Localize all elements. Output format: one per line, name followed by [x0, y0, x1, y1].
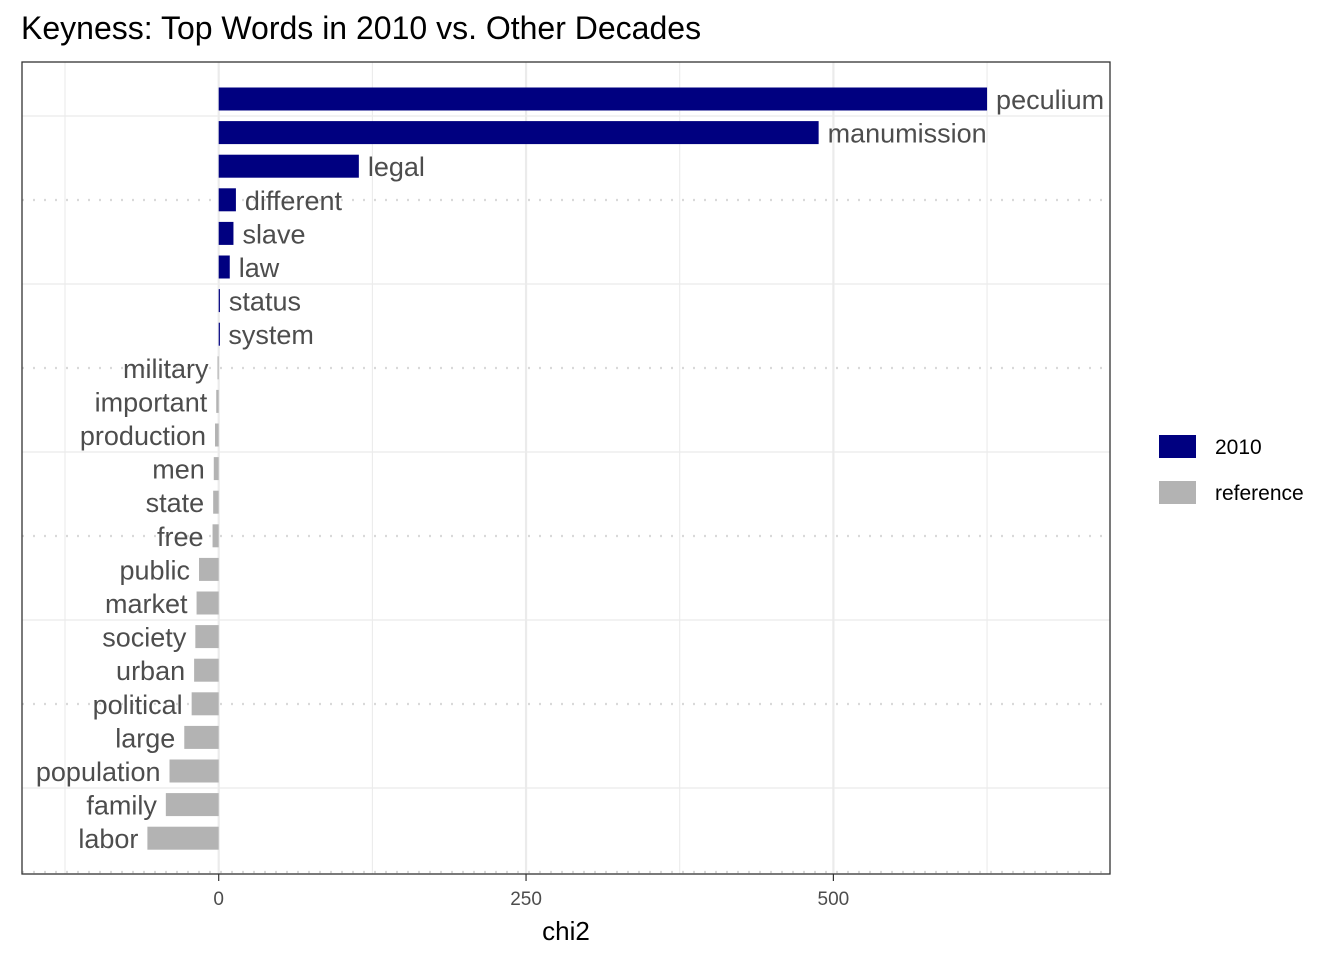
bar-law	[218, 255, 230, 279]
chart-title: Keyness: Top Words in 2010 vs. Other Dec…	[21, 10, 701, 46]
bar-important	[216, 389, 219, 413]
bar-urban	[194, 658, 219, 682]
bar-men	[213, 457, 219, 481]
bar-label-military: military	[123, 354, 209, 384]
bar-label-peculium: peculium	[996, 85, 1104, 115]
bar-label-production: production	[80, 421, 206, 451]
x-tick-label: 0	[213, 889, 224, 910]
bar-label-manumission: manumission	[828, 119, 987, 149]
plot-panel-border	[21, 61, 1111, 875]
legend-swatch-2010	[1159, 435, 1196, 458]
bar-society	[195, 625, 219, 649]
bars	[147, 87, 988, 850]
bar-label-state: state	[146, 488, 205, 518]
x-axis-title: chi2	[542, 916, 590, 946]
bar-military	[217, 356, 219, 380]
bar-label-large: large	[115, 723, 175, 753]
bar-label-society: society	[102, 623, 187, 653]
bar-label-important: important	[95, 387, 208, 417]
bar-production	[215, 423, 219, 447]
bar-labor	[147, 826, 219, 850]
x-axis: 0 250 500	[213, 874, 849, 910]
bar-large	[184, 725, 219, 749]
legend-label-reference: reference	[1215, 482, 1304, 505]
bar-label-political: political	[93, 690, 183, 720]
x-tick-label: 250	[510, 889, 542, 910]
grid-lines	[22, 62, 1110, 874]
bar-label-legal: legal	[368, 152, 425, 182]
legend: 2010 reference	[1159, 435, 1304, 505]
bar-label-public: public	[119, 555, 190, 585]
legend-label-2010: 2010	[1215, 436, 1262, 459]
bar-label-slave: slave	[242, 219, 305, 249]
bar-manumission	[218, 121, 819, 145]
bar-label-different: different	[245, 186, 343, 216]
bar-label-free: free	[157, 522, 204, 552]
bar-peculium	[218, 87, 988, 111]
bar-free	[212, 524, 219, 548]
bar-label-labor: labor	[78, 824, 138, 854]
bar-label-system: system	[228, 320, 314, 350]
bar-political	[191, 692, 219, 716]
bar-label-men: men	[152, 455, 205, 485]
bar-label-status: status	[229, 287, 301, 317]
bar-population	[169, 759, 219, 783]
bar-legal	[218, 154, 359, 178]
bar-family	[165, 793, 219, 817]
x-tick-label: 500	[818, 889, 850, 910]
bar-public	[199, 557, 219, 581]
bar-market	[196, 591, 219, 615]
bar-label-law: law	[239, 253, 280, 283]
bar-slave	[218, 221, 234, 245]
legend-swatch-reference	[1159, 481, 1196, 504]
bar-different	[218, 188, 236, 212]
bar-label-urban: urban	[116, 656, 185, 686]
bar-status	[218, 289, 220, 313]
bar-label-family: family	[86, 791, 157, 821]
bar-label-population: population	[36, 757, 161, 787]
bar-state	[213, 490, 219, 514]
bar-system	[218, 322, 220, 346]
bar-label-market: market	[105, 589, 188, 619]
